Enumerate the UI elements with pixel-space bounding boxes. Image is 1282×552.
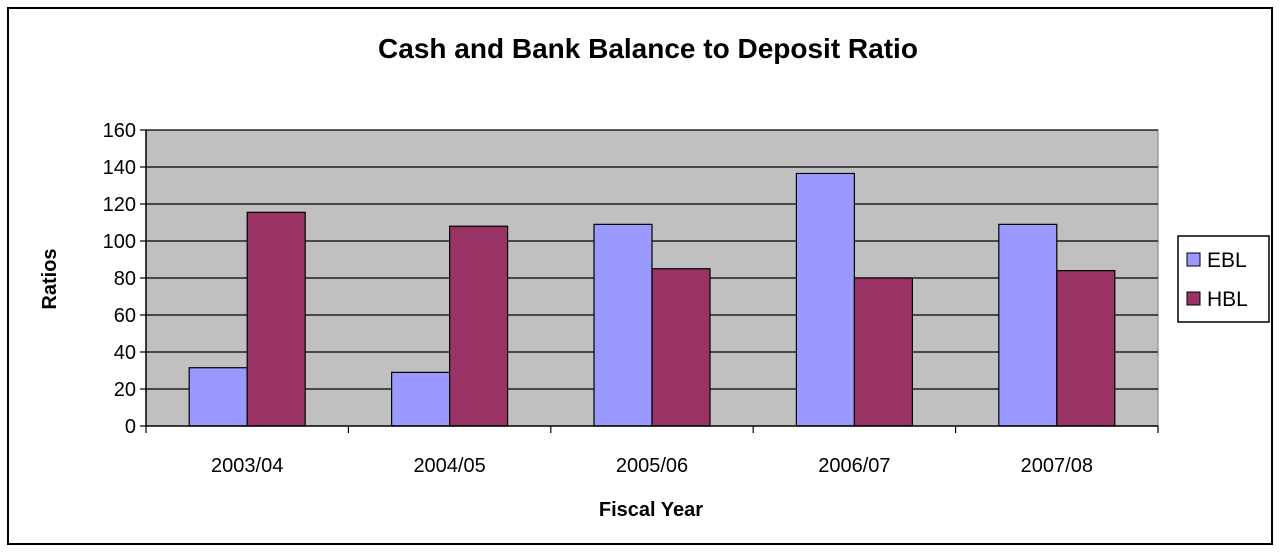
y-axis-title: Ratios	[39, 248, 61, 309]
y-tick-label: 120	[103, 194, 136, 216]
bar-ebl-0	[188, 367, 248, 427]
x-axis-title: Fiscal Year	[599, 499, 703, 521]
legend-box	[1177, 235, 1270, 323]
bars	[188, 172, 1116, 427]
bar-hbl-3	[853, 277, 914, 427]
y-tick-label: 20	[114, 379, 136, 401]
bar-hbl-4	[1056, 270, 1116, 427]
chart-title: Cash and Bank Balance to Deposit Ratio	[378, 33, 918, 64]
y-tick-label: 160	[103, 120, 136, 142]
bar-ebl-3	[795, 172, 856, 427]
y-tick-label: 60	[114, 305, 136, 327]
x-tick-labels: 2003/04 2004/05 2005/06 2006/07 2007/08	[145, 426, 1159, 477]
x-tick-label: 2005/06	[616, 455, 688, 477]
y-tick-labels: 0 20 40 60 80 100 120 140 160	[103, 120, 146, 438]
legend-label-ebl: EBL	[1207, 249, 1247, 272]
bar-ebl-4	[998, 223, 1058, 427]
x-tick-label: 2004/05	[413, 455, 485, 477]
y-tick-label: 100	[103, 231, 136, 253]
x-tick-label: 2003/04	[211, 455, 283, 477]
legend-swatch-hbl	[1186, 291, 1201, 306]
legend: EBL HBL	[1177, 235, 1270, 323]
bar-hbl-2	[651, 268, 711, 427]
bar-hbl-1	[449, 225, 509, 427]
x-tick-label: 2006/07	[818, 455, 890, 477]
y-tick-label: 40	[114, 342, 136, 364]
x-tick-label: 2007/08	[1021, 455, 1093, 477]
bar-ebl-2	[593, 223, 653, 427]
legend-swatch-ebl	[1186, 252, 1201, 267]
bar-ebl-1	[391, 371, 451, 427]
y-tick-label: 80	[114, 268, 136, 290]
y-tick-label: 140	[103, 157, 136, 179]
legend-label-hbl: HBL	[1207, 288, 1248, 311]
y-tick-label: 0	[125, 416, 136, 438]
bar-hbl-0	[246, 211, 306, 427]
